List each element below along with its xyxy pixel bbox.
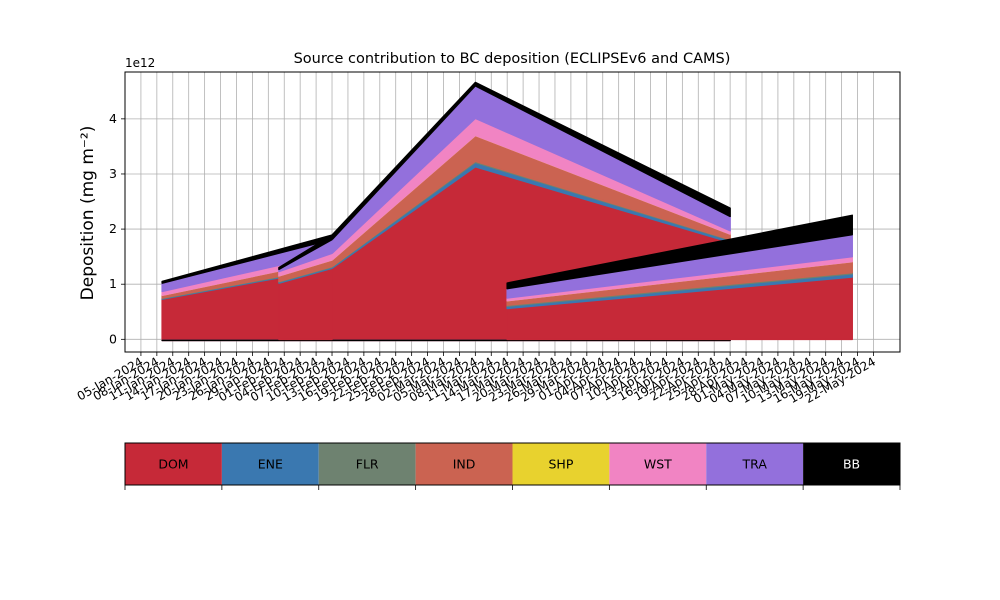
chart-title: Source contribution to BC deposition (EC… <box>294 51 731 67</box>
legend-label-dom: DOM <box>158 457 188 472</box>
y-tick-label: 4 <box>109 111 117 126</box>
y-axis-label: Deposition (mg m⁻²) <box>78 126 98 301</box>
legend-label-bb: BB <box>843 457 860 472</box>
legend-swatch-shp <box>512 443 610 485</box>
legend-label-tra: TRA <box>742 457 768 472</box>
y-axis-ticks: 0 1 2 3 4 <box>109 111 125 346</box>
area-bb-group-2 <box>278 234 333 271</box>
legend-swatch-tra <box>706 443 804 485</box>
legend-label-wst: WST <box>644 457 672 472</box>
y-multiplier-label: 1e12 <box>125 56 155 70</box>
legend-swatch-ene <box>221 443 319 485</box>
stacked-areas <box>161 81 853 342</box>
legend-label-ene: ENE <box>258 457 283 472</box>
legend-swatch-ind <box>415 443 513 485</box>
x-axis-ticks: 05-Jan-202408-Jan-202411-Jan-202414-Jan-… <box>75 352 878 406</box>
y-tick-label: 0 <box>109 331 117 346</box>
y-tick-label: 1 <box>109 276 117 291</box>
legend-label-flr: FLR <box>356 457 379 472</box>
area-bb-group-0 <box>161 81 731 284</box>
plot-frame <box>124 71 901 353</box>
legend-swatch-wst <box>609 443 707 485</box>
y-tick-label: 2 <box>109 221 117 236</box>
legend-label-shp: SHP <box>549 457 574 472</box>
legend-label-ind: IND <box>453 457 476 472</box>
legend-colorbar: DOM ENE FLR IND SHP WST TRA BB <box>124 442 901 490</box>
legend-swatch-flr <box>318 443 416 485</box>
legend-swatch-dom <box>125 443 222 485</box>
area-bb-group-3 <box>506 214 853 290</box>
legend-swatch-bb <box>803 443 900 485</box>
y-tick-label: 3 <box>109 166 117 181</box>
